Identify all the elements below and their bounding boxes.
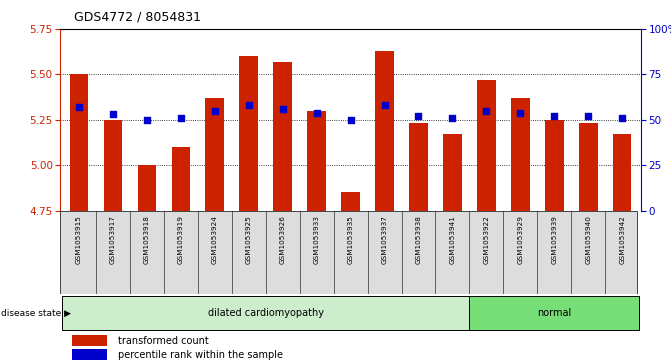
Text: GSM1053933: GSM1053933 bbox=[313, 215, 319, 264]
Text: GSM1053924: GSM1053924 bbox=[212, 215, 218, 264]
Point bbox=[447, 115, 458, 121]
Point bbox=[413, 113, 424, 119]
Text: GSM1053917: GSM1053917 bbox=[110, 215, 116, 264]
Text: GSM1053922: GSM1053922 bbox=[483, 215, 489, 264]
Bar bbox=[511, 98, 529, 211]
Text: percentile rank within the sample: percentile rank within the sample bbox=[118, 350, 283, 360]
Point bbox=[549, 113, 560, 119]
Point bbox=[345, 117, 356, 123]
Text: GSM1053929: GSM1053929 bbox=[517, 215, 523, 264]
Bar bbox=[72, 349, 107, 360]
Bar bbox=[138, 165, 156, 211]
Text: GSM1053915: GSM1053915 bbox=[76, 215, 82, 264]
Bar bbox=[240, 56, 258, 211]
Text: GSM1053940: GSM1053940 bbox=[585, 215, 591, 264]
Bar bbox=[579, 123, 598, 211]
Bar bbox=[307, 111, 326, 211]
Text: GSM1053926: GSM1053926 bbox=[280, 215, 286, 264]
Point bbox=[481, 108, 492, 114]
Point bbox=[379, 102, 390, 108]
Bar bbox=[470, 296, 639, 330]
Bar bbox=[545, 120, 564, 211]
Bar bbox=[205, 98, 224, 211]
Text: GSM1053925: GSM1053925 bbox=[246, 215, 252, 264]
Text: GSM1053941: GSM1053941 bbox=[450, 215, 456, 264]
Text: normal: normal bbox=[537, 308, 572, 318]
Bar bbox=[103, 120, 122, 211]
Point bbox=[74, 104, 85, 110]
Text: GSM1053938: GSM1053938 bbox=[415, 215, 421, 264]
Bar bbox=[273, 62, 292, 211]
Text: GSM1053935: GSM1053935 bbox=[348, 215, 354, 264]
Bar bbox=[477, 80, 496, 211]
Point bbox=[617, 115, 627, 121]
Bar bbox=[613, 134, 631, 211]
Text: GDS4772 / 8054831: GDS4772 / 8054831 bbox=[74, 11, 201, 24]
Point bbox=[311, 110, 322, 115]
Bar bbox=[72, 335, 107, 346]
Text: GSM1053939: GSM1053939 bbox=[552, 215, 557, 264]
Point bbox=[176, 115, 187, 121]
Bar bbox=[409, 123, 428, 211]
Text: dilated cardiomyopathy: dilated cardiomyopathy bbox=[208, 308, 323, 318]
Text: transformed count: transformed count bbox=[118, 336, 209, 346]
Bar bbox=[70, 74, 89, 211]
Point bbox=[244, 102, 254, 108]
Text: GSM1053919: GSM1053919 bbox=[178, 215, 184, 264]
Point bbox=[515, 110, 525, 115]
Bar bbox=[342, 192, 360, 211]
Point bbox=[142, 117, 152, 123]
Text: disease state ▶: disease state ▶ bbox=[1, 309, 70, 318]
Text: GSM1053937: GSM1053937 bbox=[382, 215, 388, 264]
Point bbox=[107, 111, 118, 117]
Bar bbox=[443, 134, 462, 211]
Text: GSM1053942: GSM1053942 bbox=[619, 215, 625, 264]
Text: GSM1053918: GSM1053918 bbox=[144, 215, 150, 264]
Bar bbox=[375, 51, 394, 211]
Bar bbox=[172, 147, 190, 211]
Point bbox=[277, 106, 288, 112]
Bar bbox=[62, 296, 470, 330]
Point bbox=[583, 113, 594, 119]
Point bbox=[209, 108, 220, 114]
